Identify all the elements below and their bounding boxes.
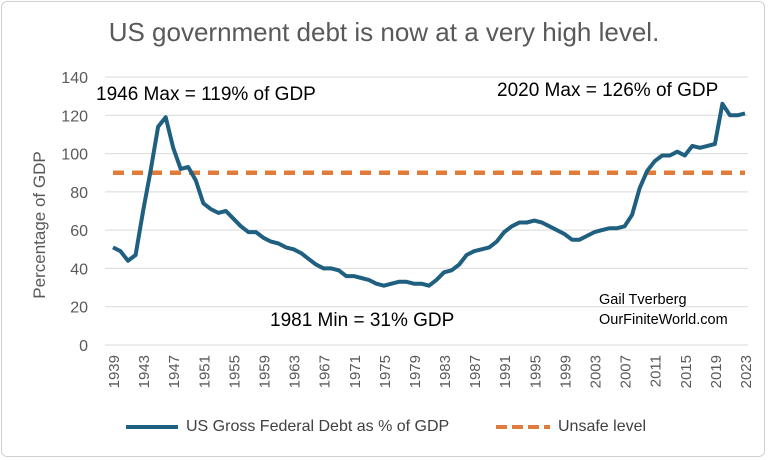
x-tick-label: 2011: [648, 355, 665, 387]
x-tick-label: 1959: [256, 355, 273, 388]
x-tick-label: 1947: [166, 355, 183, 388]
x-tick-label: 1999: [557, 355, 574, 388]
x-tick-label: 2015: [678, 355, 695, 388]
x-tick-label: 1963: [287, 355, 304, 388]
y-tick-label: 20: [70, 300, 88, 317]
x-tick-label: 1939: [106, 355, 123, 388]
y-tick-label: 100: [61, 147, 88, 164]
x-tick-label: 1967: [317, 355, 334, 388]
y-tick-label: 60: [70, 223, 88, 240]
debt-series-line: [112, 101, 746, 288]
x-tick-label: 1955: [226, 355, 243, 388]
annotation-1946-max: 1946 Max = 119% of GDP: [96, 84, 316, 105]
x-tick-label: 2007: [618, 355, 635, 388]
x-tick-label: 1971: [347, 355, 364, 388]
credit-author: Gail Tverberg: [599, 292, 687, 308]
x-tick-label: 1975: [377, 355, 394, 388]
x-tick-label: 1979: [407, 355, 424, 388]
annotation-1981-min: 1981 Min = 31% GDP: [270, 310, 455, 331]
x-tick-label: 2019: [708, 355, 725, 388]
x-tick-label: 1983: [437, 355, 454, 388]
x-tick-label: 1943: [136, 355, 153, 388]
y-tick-label: 0: [79, 338, 88, 355]
legend-item-debt: US Gross Federal Debt as % of GDP: [126, 418, 449, 436]
chart-title: US government debt is now at a very high…: [108, 17, 660, 47]
x-tick-label: 2003: [588, 355, 605, 388]
y-tick-label: 140: [61, 70, 88, 87]
legend-label-unsafe: Unsafe level: [558, 418, 647, 435]
legend-swatch-unsafe: [496, 425, 550, 429]
legend-item-unsafe: Unsafe level: [496, 418, 646, 436]
credit-site: OurFiniteWorld.com: [599, 312, 728, 328]
x-tick-label: 1987: [467, 355, 484, 388]
credit-text: Gail Tverberg OurFiniteWorld.com: [599, 290, 728, 330]
y-tick-label: 40: [70, 261, 88, 278]
annotation-2020-max: 2020 Max = 126% of GDP: [497, 80, 719, 101]
x-tick-label: 1991: [497, 355, 514, 388]
legend-label-debt: US Gross Federal Debt as % of GDP: [186, 418, 450, 435]
y-tick-label: 120: [61, 108, 88, 125]
legend-swatch-debt: [126, 425, 178, 429]
x-tick-label: 1951: [196, 355, 213, 388]
y-tick-label: 80: [70, 185, 88, 202]
x-tick-label: 1995: [527, 355, 544, 388]
x-tick-label: 2023: [738, 355, 755, 388]
